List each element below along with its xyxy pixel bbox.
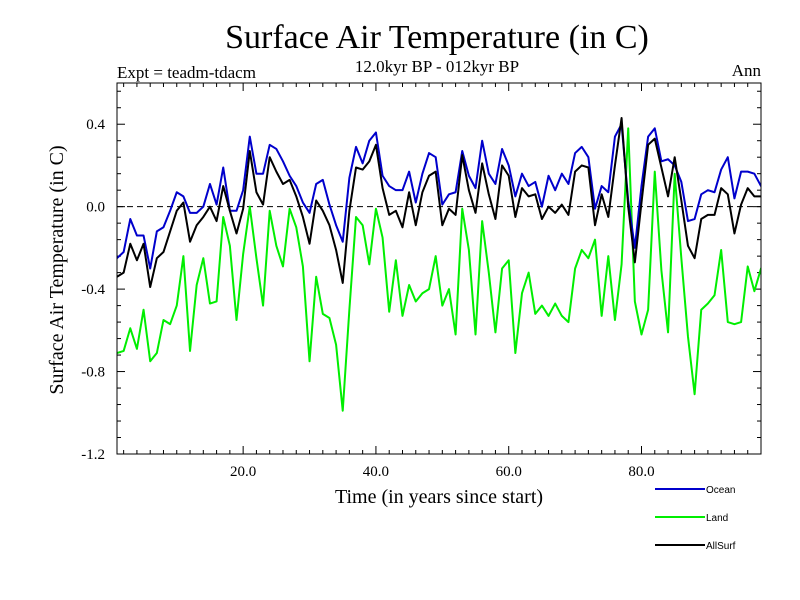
chart-title: Surface Air Temperature (in C) [225,19,649,56]
x-axis-label: Time (in years since start) [335,486,543,508]
y-tick-label: -0.4 [81,282,105,298]
chart-subtitle: 12.0kyr BP - 012kyr BP [355,57,519,76]
y-tick-label: -1.2 [81,447,105,463]
series-line-ocean [117,123,761,270]
y-tick-label: 0.0 [86,200,105,216]
x-tick-label: 20.0 [230,464,256,480]
y-tick-label: -0.8 [81,365,105,381]
series-line-land [117,127,761,412]
x-tick-label: 80.0 [628,464,654,480]
legend: Ocean Land AllSurf [655,485,736,552]
x-tick-label: 40.0 [363,464,389,480]
season-label: Ann [732,61,762,80]
experiment-label: Expt = teadm-tdacm [117,63,256,82]
series-line-allsurf [117,117,761,289]
legend-label-ocean: Ocean [706,485,735,496]
legend-label-land: Land [706,513,728,524]
y-axis-label: Surface Air Temperature (in C) [46,145,68,394]
plot-frame [116,82,762,455]
plot-area: 20.0 40.0 60.0 80.0 -1.2 -0.8 -0.4 0.0 0.4 [81,82,762,480]
x-tick-label: 60.0 [496,464,522,480]
legend-label-allsurf: AllSurf [706,541,736,552]
y-tick-label: 0.4 [86,117,105,133]
